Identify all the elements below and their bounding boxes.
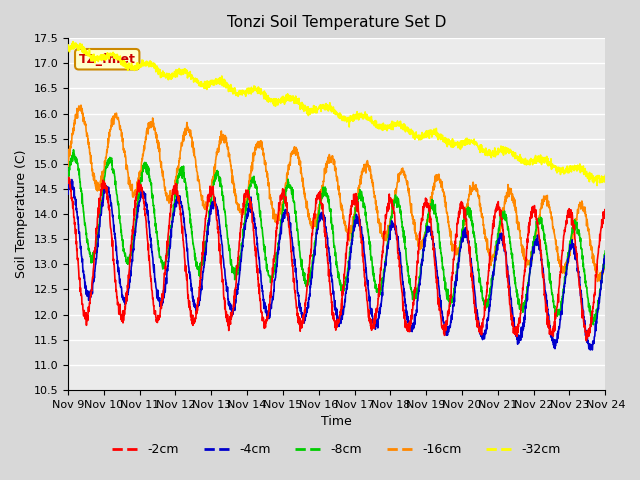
X-axis label: Time: Time [321, 415, 352, 428]
Legend: -2cm, -4cm, -8cm, -16cm, -32cm: -2cm, -4cm, -8cm, -16cm, -32cm [108, 438, 566, 461]
Y-axis label: Soil Temperature (C): Soil Temperature (C) [15, 150, 28, 278]
Title: Tonzi Soil Temperature Set D: Tonzi Soil Temperature Set D [227, 15, 446, 30]
Text: TZ_fmet: TZ_fmet [79, 53, 136, 66]
